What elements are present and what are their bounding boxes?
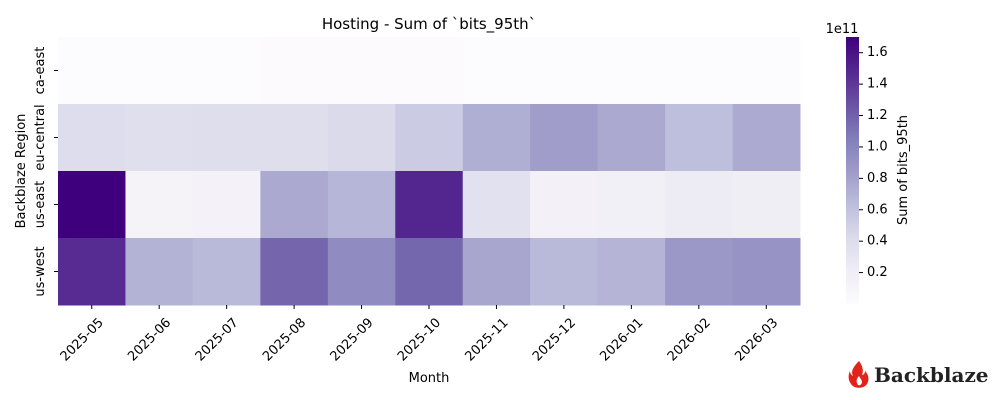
heatmap-cell — [395, 37, 464, 105]
logo-text: Backblaze — [874, 363, 989, 387]
x-tick-label: 2025-08 — [260, 315, 309, 364]
heatmap-cell — [597, 37, 666, 105]
heatmap-cell — [597, 238, 666, 306]
x-tick-label: 2026-01 — [597, 315, 646, 364]
colorbar-label: Sum of bits_95th — [896, 115, 911, 225]
heatmap-cell — [665, 104, 734, 172]
y-tick-label: eu-central — [33, 104, 48, 170]
heatmap-cell — [732, 171, 801, 239]
y-axis: ca-east eu-central us-east us-west — [33, 47, 58, 297]
heatmap-cell — [327, 238, 396, 306]
heatmap-cell — [125, 171, 194, 239]
heatmap-cell — [732, 238, 801, 306]
heatmap-cell — [327, 37, 396, 105]
colorbar-tick-label: 1.4 — [867, 77, 888, 92]
backblaze-logo: Backblaze — [848, 358, 989, 394]
colorbar-multiplier: 1e11 — [826, 22, 859, 37]
x-tick-label: 2026-02 — [665, 315, 714, 364]
heatmap-cell — [125, 104, 194, 172]
colorbar-tick-label: 0.8 — [867, 171, 888, 186]
heatmap-cell — [395, 238, 464, 306]
heatmap-cell — [58, 171, 126, 239]
y-axis-label: Backblaze Region — [14, 114, 29, 229]
heatmap-cell — [192, 37, 261, 105]
x-tick-label: 2025-12 — [530, 315, 579, 364]
x-tick-label: 2025-09 — [328, 315, 377, 364]
heatmap-cell — [530, 37, 599, 105]
heatmap-cell — [597, 104, 666, 172]
heatmap-cell — [530, 171, 599, 239]
x-axis: 2025-05 2025-06 2025-07 2025-08 2025-09 2025-… — [58, 305, 781, 364]
x-tick-label: 2025-11 — [462, 315, 511, 364]
heatmap-cell — [395, 171, 464, 239]
heatmap-cell — [462, 104, 531, 172]
x-tick-label: 2026-03 — [732, 315, 781, 364]
heatmap-cells — [58, 37, 801, 306]
flame-icon — [848, 361, 869, 388]
colorbar-tick-label: 1.2 — [867, 108, 888, 123]
y-tick-label: us-east — [33, 181, 48, 229]
heatmap-cell — [530, 238, 599, 306]
heatmap-cell — [462, 37, 531, 105]
x-axis-label: Month — [409, 371, 450, 386]
heatmap-cell — [260, 171, 329, 239]
heatmap-cell — [530, 104, 599, 172]
heatmap-cell — [665, 171, 734, 239]
colorbar-gradient — [846, 37, 859, 304]
y-tick-label: ca-east — [33, 47, 48, 95]
heatmap-cell — [192, 104, 261, 172]
heatmap-cell — [58, 238, 126, 306]
x-tick-label: 2025-05 — [58, 315, 107, 364]
heatmap-cell — [260, 37, 329, 105]
heatmap-cell — [462, 171, 531, 239]
heatmap-cell — [260, 104, 329, 172]
heatmap-cell — [192, 171, 261, 239]
colorbar-tick-label: 0.2 — [867, 265, 888, 280]
heatmap-cell — [58, 104, 126, 172]
heatmap-cell — [665, 238, 734, 306]
heatmap-cell — [327, 171, 396, 239]
heatmap-cell — [327, 104, 396, 172]
colorbar-tick-label: 0.4 — [867, 234, 888, 249]
heatmap-cell — [125, 37, 194, 105]
colorbar-tick-label: 0.6 — [867, 202, 888, 217]
heatmap-cell — [597, 171, 666, 239]
chart-title: Hosting - Sum of `bits_95th` — [322, 15, 536, 34]
heatmap-cell — [732, 37, 801, 105]
heatmap-cell — [58, 37, 126, 105]
heatmap-cell — [462, 238, 531, 306]
heatmap-cell — [732, 104, 801, 172]
x-tick-label: 2025-06 — [125, 315, 174, 364]
x-tick-label: 2025-10 — [395, 315, 444, 364]
y-tick-label: us-west — [33, 246, 48, 296]
heatmap-cell — [665, 37, 734, 105]
colorbar-tick-label: 1.0 — [867, 139, 888, 154]
heatmap-cell — [260, 238, 329, 306]
heatmap-cell — [395, 104, 464, 172]
heatmap-cell — [192, 238, 261, 306]
colorbar: 0.2 0.4 0.6 0.8 1.0 1.2 1.4 1.6 — [846, 37, 888, 304]
colorbar-tick-label: 1.6 — [867, 45, 888, 60]
x-tick-label: 2025-07 — [193, 315, 242, 364]
heatmap-cell — [125, 238, 194, 306]
